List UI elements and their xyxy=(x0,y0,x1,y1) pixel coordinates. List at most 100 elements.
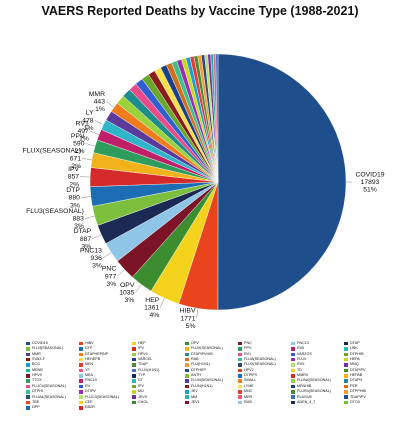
legend-swatch xyxy=(185,352,189,357)
slice-label-percent: 2% xyxy=(69,181,79,188)
legend-swatch xyxy=(79,368,83,373)
slice-label-percent: 5% xyxy=(186,323,196,330)
leader-line xyxy=(117,269,125,277)
slice-label-value: 1771 xyxy=(180,315,195,322)
slice-label-name: PNC13 xyxy=(80,248,102,255)
slice-label-percent: 1% xyxy=(95,106,105,113)
legend-swatch xyxy=(238,384,242,389)
legend-label: MMRV xyxy=(297,373,309,378)
legend-swatch xyxy=(79,374,83,378)
legend-item: MU xyxy=(132,389,144,394)
legend-label: HEPAB xyxy=(350,373,363,378)
legend-label: FLUC4(SEASONAL) xyxy=(32,383,67,388)
legend-swatch xyxy=(26,406,30,410)
legend-label: DTAPIPV xyxy=(350,367,366,372)
leader-line xyxy=(94,120,104,125)
legend-swatch xyxy=(344,363,348,367)
slice-label-value: 857 xyxy=(68,174,80,181)
legend-label: HEP xyxy=(138,341,146,345)
pie-chart: COVID19 17893 51% HIBV 1771 5% HEP 1361 4% OPV 103… xyxy=(23,53,385,330)
legend-label: DTAP xyxy=(350,341,360,345)
legend-label: DTAPIPVHIB xyxy=(191,351,213,356)
legend-label: TDAP xyxy=(138,362,148,367)
legend-item: FLUX xyxy=(291,357,306,362)
slice-label: COVID19 17893 51% xyxy=(355,171,384,193)
legend-swatch xyxy=(185,341,189,346)
legend-swatch xyxy=(344,379,348,383)
legend-item: PER xyxy=(344,384,358,389)
slice-label-name: PPV xyxy=(71,133,85,140)
slice-label-value: 936 xyxy=(91,255,103,262)
legend-swatch xyxy=(185,384,189,389)
legend-label: MENB xyxy=(32,367,43,372)
legend-label: MEA xyxy=(85,373,93,378)
legend-item: VARZOS xyxy=(291,352,312,357)
slice-label-name: RV1 xyxy=(76,120,89,127)
legend-item: HEPAB xyxy=(344,373,362,378)
legend-label: PNC xyxy=(244,341,252,345)
leader-line xyxy=(92,234,102,239)
legend-swatch xyxy=(26,400,30,405)
leader-line xyxy=(102,252,112,259)
legend-label: MEN xyxy=(85,362,94,367)
legend-label: JEV1 xyxy=(191,399,200,404)
legend-item: FLUN4(SEASONAL) xyxy=(291,378,331,383)
legend-label: FLUN(SEASONAL) xyxy=(191,378,223,383)
legend-swatch xyxy=(132,395,136,399)
legend-label: FLUA(SEASONAL) xyxy=(244,357,276,362)
slice-label-name: DTP xyxy=(66,187,80,194)
legend-item: DTAPH xyxy=(344,378,362,383)
legend-item: PNC13 xyxy=(291,341,309,346)
legend-swatch xyxy=(132,374,136,378)
leader-line xyxy=(89,130,100,135)
legend-item: FLUX(SEASONAL) xyxy=(185,346,223,351)
legend-label: MENHIB xyxy=(297,383,312,388)
legend-swatch xyxy=(26,352,30,357)
legend-swatch xyxy=(344,384,348,389)
legend-label: DTPHI xyxy=(32,389,44,394)
slice-label-percent: 1% xyxy=(84,125,94,132)
legend-item: YF xyxy=(79,368,90,373)
legend-swatch xyxy=(79,395,83,399)
legend-item: DT xyxy=(132,378,143,383)
legend-swatch xyxy=(238,395,242,399)
legend-label: RV xyxy=(85,383,91,388)
slice-label: FLUX(SEASONAL) 671 2% xyxy=(23,148,82,170)
legend-item: UNK xyxy=(344,346,358,351)
legend-item: DTPHIB xyxy=(344,352,364,357)
leader-line xyxy=(85,143,96,147)
legend-item: DTPIPV xyxy=(238,373,257,378)
legend-swatch xyxy=(79,406,83,410)
slice-label-name: MMR xyxy=(89,91,105,98)
legend-item: FLU3(SEASONAL) xyxy=(26,346,63,351)
slice-label-percent: 51% xyxy=(363,187,377,194)
legend-item: MM xyxy=(185,395,197,400)
legend-swatch xyxy=(26,347,30,351)
legend-item: MENB xyxy=(26,368,43,373)
legend-item: PPV xyxy=(238,346,251,351)
leader-line xyxy=(135,284,142,293)
legend-item: MER xyxy=(238,395,252,400)
legend-item: TDAP xyxy=(132,362,148,367)
legend-item: DPP xyxy=(26,405,40,410)
legend-label: HPV2 xyxy=(244,367,254,372)
legend-swatch xyxy=(185,400,189,405)
legend-swatch xyxy=(238,374,242,378)
legend-item: TDAPIPV xyxy=(344,395,366,400)
slice-label: HIBV 1771 5% xyxy=(180,308,196,330)
slice-label-percent: 2% xyxy=(75,148,85,155)
legend-swatch xyxy=(344,347,348,351)
slice-label-name: IPV xyxy=(68,166,79,173)
legend-label: FLUX(SEASONAL) xyxy=(191,346,223,351)
legend-item: MMR xyxy=(26,352,41,357)
slice-label-value: 880 xyxy=(69,195,81,202)
slice-label: FLU3(SEASONAL) 883 3% xyxy=(26,208,84,230)
legend-swatch xyxy=(344,374,348,378)
slice-label: OPV 1035 3% xyxy=(119,282,135,304)
legend-swatch xyxy=(238,341,242,346)
legend-item: SMALL xyxy=(238,378,256,383)
legend-item: HPV2 xyxy=(238,368,254,373)
legend-swatch xyxy=(79,390,83,394)
legend-label: CEE xyxy=(85,399,93,404)
legend-swatch xyxy=(26,363,30,367)
